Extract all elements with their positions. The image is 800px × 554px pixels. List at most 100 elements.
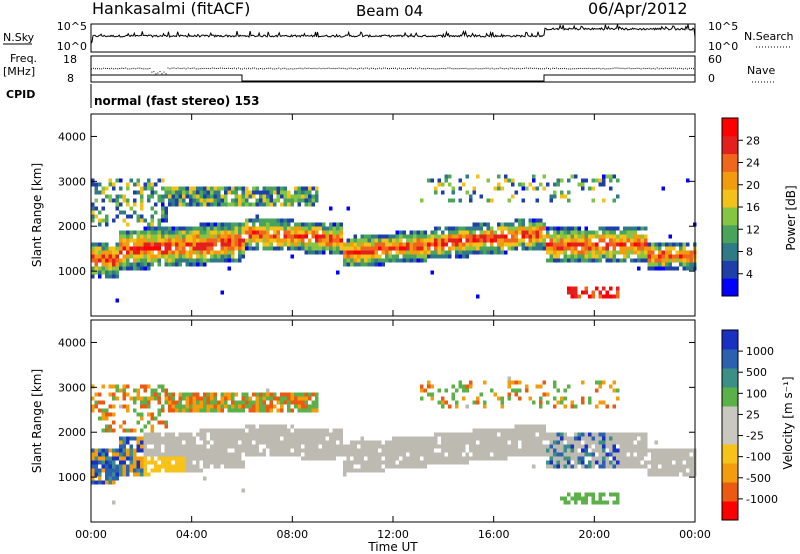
- heatmap-cell: [689, 254, 693, 259]
- heatmap-cell: [434, 190, 438, 195]
- heatmap-cell: [539, 452, 543, 457]
- heatmap-cell: [136, 448, 140, 453]
- heatmap-cell: [140, 202, 144, 207]
- heatmap-cell: [220, 226, 224, 231]
- heatmap-cell: [581, 396, 585, 401]
- heatmap-cell: [255, 226, 259, 231]
- heatmap-cell: [126, 230, 130, 235]
- heatmap-cell: [637, 464, 641, 469]
- heatmap-cell: [556, 400, 560, 405]
- heatmap-cell: [318, 428, 322, 433]
- heatmap-cell: [430, 234, 434, 239]
- heatmap-cell: [560, 178, 564, 183]
- heatmap-cell: [409, 444, 413, 449]
- heatmap-cell: [528, 448, 532, 453]
- heatmap-cell: [378, 246, 382, 251]
- heatmap-cell: [658, 456, 662, 461]
- heatmap-cell: [616, 234, 620, 239]
- nave-point: [471, 68, 473, 70]
- heatmap-cell: [245, 440, 249, 445]
- heatmap-cell: [420, 460, 424, 465]
- heatmap-cell: [105, 468, 109, 473]
- heatmap-cell: [539, 182, 543, 187]
- heatmap-cell: [280, 226, 284, 231]
- heatmap-cell: [311, 408, 315, 413]
- heatmap-cell: [406, 242, 410, 247]
- nave-point: [441, 67, 443, 69]
- heatmap-cell: [630, 246, 634, 251]
- heatmap-cell: [633, 250, 637, 255]
- heatmap-cell: [115, 194, 119, 199]
- heatmap-cell: [164, 242, 168, 247]
- heatmap-cell: [574, 404, 578, 409]
- heatmap-cell: [297, 428, 301, 433]
- heatmap-cell: [287, 202, 291, 207]
- heatmap-cell: [129, 464, 133, 469]
- heatmap-cell: [297, 444, 301, 449]
- heatmap-cell: [665, 250, 669, 255]
- heatmap-cell: [168, 262, 172, 267]
- heatmap-cell: [612, 388, 616, 393]
- heatmap-cell: [147, 396, 151, 401]
- heatmap-cell: [311, 230, 315, 235]
- heatmap-cell: [493, 230, 497, 235]
- heatmap-cell: [672, 254, 676, 259]
- heatmap-cell: [140, 396, 144, 401]
- heatmap-cell: [416, 246, 420, 251]
- heatmap-cell: [654, 258, 658, 263]
- heatmap-cell: [297, 392, 301, 397]
- heatmap-cell: [462, 254, 466, 259]
- heatmap-cell: [668, 262, 672, 267]
- heatmap-cell: [108, 250, 112, 255]
- heatmap-cell: [269, 444, 273, 449]
- heatmap-cell: [241, 202, 245, 207]
- nave-point: [503, 68, 505, 70]
- nsky-panel-frame: [90, 23, 696, 53]
- heatmap-cell: [101, 258, 105, 263]
- heatmap-cell: [395, 254, 399, 259]
- heatmap-cell: [675, 456, 679, 461]
- heatmap-cell: [542, 174, 546, 179]
- heatmap-cell: [441, 396, 445, 401]
- heatmap-cell: [325, 242, 329, 247]
- heatmap-cell: [546, 250, 550, 255]
- colorbar-swatch: [722, 207, 738, 226]
- heatmap-cell: [605, 464, 609, 469]
- heatmap-cell: [500, 440, 504, 445]
- heatmap-cell: [556, 460, 560, 465]
- heatmap-cell: [469, 194, 473, 199]
- heatmap-cell: [315, 198, 319, 203]
- heatmap-cell: [115, 270, 119, 275]
- heatmap-cell: [497, 246, 501, 251]
- heatmap-cell: [122, 384, 126, 389]
- heatmap-cell: [360, 238, 364, 243]
- heatmap-cell: [136, 388, 140, 393]
- heatmap-cell: [301, 400, 305, 405]
- heatmap-cell: [567, 234, 571, 239]
- heatmap-cell: [248, 234, 252, 239]
- heatmap-cell: [161, 388, 165, 393]
- heatmap-cell: [483, 222, 487, 227]
- heatmap-cell: [185, 202, 189, 207]
- heatmap-cell: [133, 460, 137, 465]
- nave-point: [658, 68, 660, 70]
- heatmap-cell: [532, 238, 536, 243]
- nave-tick-low: 0: [708, 72, 715, 85]
- heatmap-cell: [189, 226, 193, 231]
- heatmap-cell: [556, 444, 560, 449]
- heatmap-cell: [178, 448, 182, 453]
- heatmap-cell: [591, 440, 595, 445]
- heatmap-cell: [164, 238, 168, 243]
- heatmap-cell: [469, 380, 473, 385]
- heatmap-cell: [227, 258, 231, 263]
- heatmap-cell: [136, 436, 140, 441]
- nave-point: [550, 68, 551, 70]
- heatmap-cell: [542, 392, 546, 397]
- heatmap-cell: [210, 202, 214, 207]
- heatmap-cell: [150, 234, 154, 239]
- heatmap-cell: [371, 262, 375, 267]
- heatmap-cell: [168, 408, 172, 413]
- heatmap-cell: [280, 242, 284, 247]
- heatmap-cell: [469, 242, 473, 247]
